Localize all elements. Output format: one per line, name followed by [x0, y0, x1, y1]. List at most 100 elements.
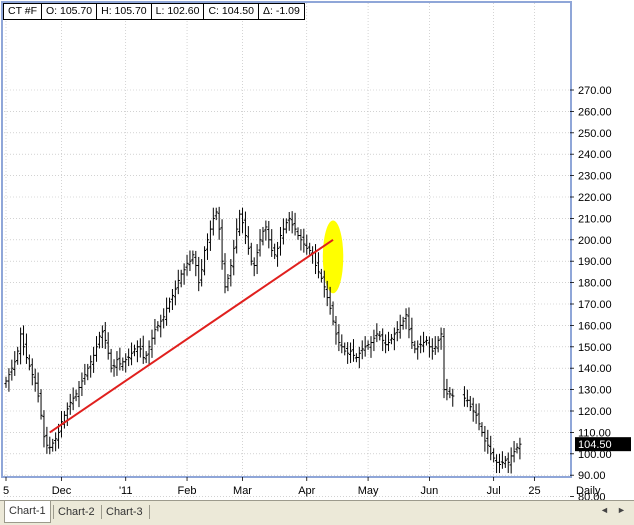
- ohlc-bar: [270, 229, 274, 257]
- ohlc-bar: [238, 209, 242, 236]
- ohlc-bar: [51, 438, 55, 452]
- ohlc-bar: [121, 357, 125, 371]
- y-tick-label: 140.00: [578, 363, 612, 375]
- ohlc-bar: [439, 327, 443, 350]
- ohlc-bar: [407, 307, 411, 339]
- ohlc-bar: [296, 227, 300, 240]
- tab-divider: [101, 505, 102, 519]
- tab-chart-1[interactable]: Chart-1: [4, 501, 51, 523]
- ohlc-bar: [287, 211, 291, 231]
- ohlc-bar: [118, 347, 122, 371]
- ohlc-bar: [328, 286, 332, 315]
- ohlc-bar: [115, 351, 119, 376]
- scroll-left-icon[interactable]: ◄: [600, 505, 609, 515]
- ohlc-bar: [179, 269, 183, 288]
- ohlc-bar: [197, 256, 201, 292]
- tab-chart-2[interactable]: Chart-2: [58, 506, 95, 518]
- ohlc-bar: [340, 334, 344, 354]
- ohlc-bar: [217, 206, 221, 240]
- ohlc-bar: [357, 346, 361, 369]
- tab-divider: [53, 505, 54, 519]
- ohlc-bar: [518, 437, 522, 460]
- x-tick-label: Apr: [298, 485, 315, 497]
- ohlc-bar: [384, 334, 388, 354]
- scroll-right-icon[interactable]: ►: [617, 505, 626, 515]
- ohlc-bar: [436, 336, 440, 353]
- y-tick-label: 240.00: [578, 149, 612, 161]
- symbol-label: CT #F: [4, 4, 42, 19]
- ohlc-bar: [252, 257, 256, 277]
- tab-chart-3[interactable]: Chart-3: [106, 506, 143, 518]
- ohlc-bar: [331, 301, 335, 326]
- ohlc-bar: [150, 329, 154, 358]
- y-axis: 60.0070.0080.0090.00100.00110.00120.0013…: [570, 85, 631, 500]
- ohlc-bar: [258, 229, 262, 257]
- ohlc-bar: [27, 354, 31, 371]
- ohlc-bar: [56, 423, 61, 449]
- ohlc-bar: [36, 372, 40, 403]
- ohlc-bar: [477, 403, 481, 431]
- ohlc-bar: [162, 308, 166, 329]
- ohlc-bar: [202, 246, 207, 276]
- ohlc-bar: [451, 388, 455, 407]
- ohlc-bar: [214, 207, 218, 221]
- ohlc-bar: [421, 331, 426, 353]
- ohlc-bar: [89, 355, 93, 378]
- ohlc-bar: [176, 269, 180, 295]
- ohlc-bar: [515, 443, 519, 454]
- trendline: [49, 238, 334, 434]
- ohlc-bar: [308, 242, 312, 255]
- ohlc-bar: [220, 219, 224, 270]
- ohlc-bar: [144, 351, 148, 364]
- ohlc-bar: [284, 218, 288, 234]
- ohlc-bar: [389, 333, 394, 345]
- ohlc-bar: [156, 321, 160, 332]
- ohlc-bar: [366, 340, 370, 350]
- ohlc-bar: [54, 432, 58, 452]
- ohlc-bar: [398, 314, 402, 339]
- ohlc-bar: [194, 250, 198, 277]
- ohlc-bar: [404, 308, 408, 330]
- ohlc-bar: [386, 331, 391, 352]
- last-price-marker: 104.50: [575, 437, 631, 452]
- ohlc-bars: [4, 206, 522, 474]
- ohlc-bar: [141, 335, 145, 364]
- ohlc-bar: [273, 243, 277, 260]
- ohlc-bar: [167, 297, 172, 313]
- ohlc-bar: [33, 368, 37, 392]
- price-chart[interactable]: 60.0070.0080.0090.00100.00110.00120.0013…: [0, 0, 634, 500]
- x-tick-label: Dec: [52, 485, 72, 497]
- last-price-box: [575, 437, 631, 452]
- last-price-label: 104.50: [578, 439, 612, 451]
- ohlc-bar: [302, 228, 306, 253]
- ohlc-bar: [4, 376, 8, 388]
- y-tick-label: 80.00: [578, 492, 606, 500]
- ohlc-bar: [375, 323, 379, 343]
- ohlc-bar: [293, 212, 297, 236]
- ohlc-bar: [97, 331, 102, 349]
- y-tick-label: 210.00: [578, 213, 612, 225]
- y-tick-label: 260.00: [578, 106, 612, 118]
- y-tick-label: 230.00: [578, 171, 612, 183]
- ohlc-bar: [24, 333, 29, 364]
- ohlc-bar: [322, 270, 326, 298]
- x-tick-label: '11: [119, 485, 133, 497]
- y-tick-label: 190.00: [578, 256, 612, 268]
- ohlc-bar: [369, 336, 373, 358]
- ohlc-bar: [100, 325, 104, 349]
- ohlc-bar: [30, 358, 34, 386]
- grid: [4, 3, 570, 497]
- ohlc-bar: [235, 218, 239, 254]
- ohlc-bar: [290, 211, 294, 234]
- ohlc-bar: [109, 348, 113, 373]
- y-tick-label: 110.00: [578, 427, 611, 439]
- y-tick-label: 220.00: [578, 192, 612, 204]
- ohlc-bar: [243, 211, 248, 245]
- ohlc-bar: [94, 336, 99, 362]
- ohlc-bar: [264, 220, 268, 241]
- x-tick-label: Jul: [487, 485, 501, 497]
- ohlc-bar: [395, 321, 399, 342]
- y-tick-label: 90.00: [578, 470, 606, 482]
- ohlc-bar: [135, 340, 139, 363]
- ohlc-bar: [433, 336, 437, 355]
